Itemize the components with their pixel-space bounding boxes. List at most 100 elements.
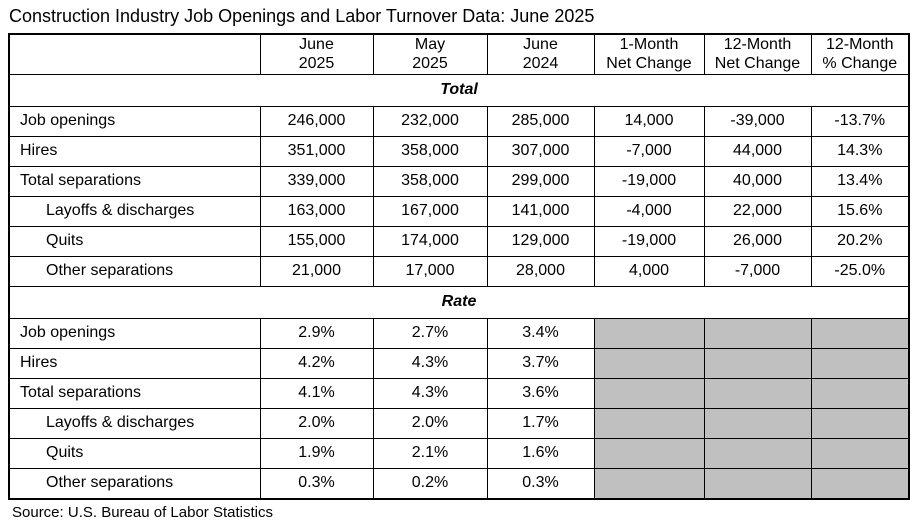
row-label: Other separations	[8, 467, 261, 500]
na-grayed-cell	[593, 407, 705, 439]
na-grayed-cell	[703, 467, 812, 500]
value-cell: -39,000	[703, 105, 812, 137]
row-label: Layoffs & discharges	[8, 195, 261, 227]
value-cell: 2.0%	[372, 407, 488, 439]
row-label: Quits	[8, 225, 261, 257]
value-cell: -19,000	[593, 225, 705, 257]
value-cell: 3.7%	[486, 347, 595, 379]
value-cell: 28,000	[486, 255, 595, 287]
na-grayed-cell	[703, 407, 812, 439]
value-cell: -4,000	[593, 195, 705, 227]
value-cell: 21,000	[259, 255, 374, 287]
section-header-total: Total	[8, 73, 910, 107]
table-row: Hires 351,000 358,000 307,000 -7,000 44,…	[8, 135, 910, 167]
value-cell: 129,000	[486, 225, 595, 257]
value-cell: 26,000	[703, 225, 812, 257]
value-cell: 20.2%	[810, 225, 910, 257]
na-grayed-cell	[593, 467, 705, 500]
na-grayed-cell	[703, 377, 812, 409]
na-grayed-cell	[703, 317, 812, 349]
value-cell: 358,000	[372, 135, 488, 167]
na-grayed-cell	[593, 437, 705, 469]
section-header-row: Total	[8, 73, 910, 107]
row-label: Job openings	[8, 317, 261, 349]
value-cell: 0.2%	[372, 467, 488, 500]
table-row: Hires 4.2% 4.3% 3.7%	[8, 347, 910, 379]
header-1-month-net-change: 1-Month Net Change	[593, 33, 705, 75]
na-grayed-cell	[593, 347, 705, 379]
source-note: Source: U.S. Bureau of Labor Statistics	[12, 503, 273, 521]
table-row: Layoffs & discharges 163,000 167,000 141…	[8, 195, 910, 227]
value-cell: 0.3%	[486, 467, 595, 500]
header-row-label-blank	[8, 33, 261, 75]
value-cell: 17,000	[372, 255, 488, 287]
value-cell: 15.6%	[810, 195, 910, 227]
value-cell: 167,000	[372, 195, 488, 227]
value-cell: 2.9%	[259, 317, 374, 349]
value-cell: 13.4%	[810, 165, 910, 197]
value-cell: 299,000	[486, 165, 595, 197]
value-cell: -7,000	[703, 255, 812, 287]
table-row: Quits 155,000 174,000 129,000 -19,000 26…	[8, 225, 910, 257]
value-cell: 285,000	[486, 105, 595, 137]
row-label: Hires	[8, 135, 261, 167]
value-cell: 1.6%	[486, 437, 595, 469]
value-cell: 0.3%	[259, 467, 374, 500]
header-12-month-pct-change: 12-Month % Change	[810, 33, 910, 75]
value-cell: 2.7%	[372, 317, 488, 349]
table-row: Other separations 0.3% 0.2% 0.3%	[8, 467, 910, 500]
table-row: Total separations 339,000 358,000 299,00…	[8, 165, 910, 197]
header-may-2025: May 2025	[372, 33, 488, 75]
row-label: Hires	[8, 347, 261, 379]
value-cell: 1.7%	[486, 407, 595, 439]
value-cell: 4.3%	[372, 347, 488, 379]
value-cell: 163,000	[259, 195, 374, 227]
value-cell: 40,000	[703, 165, 812, 197]
value-cell: 14,000	[593, 105, 705, 137]
section-header-rate: Rate	[8, 285, 910, 319]
na-grayed-cell	[810, 317, 910, 349]
value-cell: -25.0%	[810, 255, 910, 287]
na-grayed-cell	[703, 437, 812, 469]
value-cell: -13.7%	[810, 105, 910, 137]
na-grayed-cell	[593, 317, 705, 349]
value-cell: 2.1%	[372, 437, 488, 469]
value-cell: 1.9%	[259, 437, 374, 469]
table-row: Job openings 2.9% 2.7% 3.4%	[8, 317, 910, 349]
na-grayed-cell	[593, 377, 705, 409]
value-cell: 3.4%	[486, 317, 595, 349]
value-cell: 351,000	[259, 135, 374, 167]
header-june-2024: June 2024	[486, 33, 595, 75]
row-label: Total separations	[8, 377, 261, 409]
page-title: Construction Industry Job Openings and L…	[9, 6, 595, 26]
header-12-month-net-change: 12-Month Net Change	[703, 33, 812, 75]
header-row: June 2025 May 2025 June 2024 1-Month Net…	[8, 33, 910, 75]
section-header-row: Rate	[8, 285, 910, 319]
value-cell: 22,000	[703, 195, 812, 227]
value-cell: 4.2%	[259, 347, 374, 379]
value-cell: 232,000	[372, 105, 488, 137]
na-grayed-cell	[810, 467, 910, 500]
value-cell: 339,000	[259, 165, 374, 197]
value-cell: 4.1%	[259, 377, 374, 409]
table-row: Total separations 4.1% 4.3% 3.6%	[8, 377, 910, 409]
row-label: Layoffs & discharges	[8, 407, 261, 439]
value-cell: -19,000	[593, 165, 705, 197]
table-row: Layoffs & discharges 2.0% 2.0% 1.7%	[8, 407, 910, 439]
value-cell: 155,000	[259, 225, 374, 257]
value-cell: 4.3%	[372, 377, 488, 409]
table-row: Job openings 246,000 232,000 285,000 14,…	[8, 105, 910, 137]
row-label: Job openings	[8, 105, 261, 137]
value-cell: 44,000	[703, 135, 812, 167]
row-label: Quits	[8, 437, 261, 469]
value-cell: 3.6%	[486, 377, 595, 409]
header-june-2025: June 2025	[259, 33, 374, 75]
value-cell: 358,000	[372, 165, 488, 197]
value-cell: 14.3%	[810, 135, 910, 167]
table-row: Quits 1.9% 2.1% 1.6%	[8, 437, 910, 469]
value-cell: 141,000	[486, 195, 595, 227]
na-grayed-cell	[810, 377, 910, 409]
na-grayed-cell	[810, 437, 910, 469]
jolts-table: June 2025 May 2025 June 2024 1-Month Net…	[8, 32, 910, 500]
